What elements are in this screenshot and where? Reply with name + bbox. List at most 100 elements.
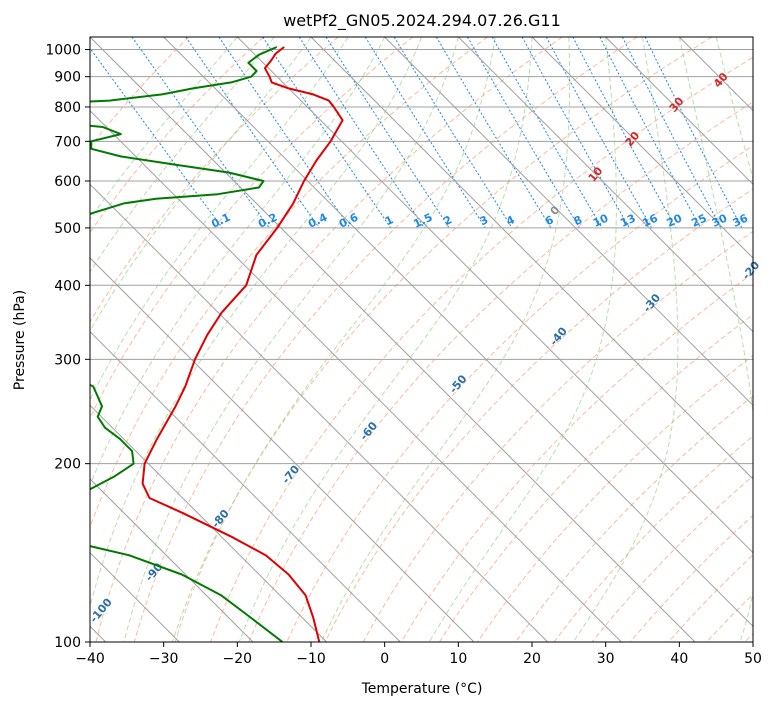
isotherm (90, 404, 328, 642)
mixing-ratio-line (218, 37, 351, 229)
y-tick-label: 500 (54, 221, 81, 237)
dry-adiabat (324, 188, 753, 642)
moist-adiabat (90, 37, 386, 487)
dry-adiabat (400, 272, 753, 642)
moist-adiabat (90, 37, 312, 332)
x-tick-label: −10 (296, 651, 326, 667)
mixing-ratio-line (298, 37, 425, 229)
mixing-ratio-line (621, 37, 722, 229)
isotherm (457, 37, 753, 333)
dry-adiabat-label: -70 (279, 463, 302, 487)
isotherm (384, 37, 753, 407)
moist-adiabat (572, 37, 679, 642)
dry-adiabat (438, 313, 753, 642)
y-tick-label: 400 (54, 278, 81, 294)
mixing-ratio-label: 10 (591, 211, 611, 229)
dry-adiabat (210, 56, 753, 642)
moist-adiabat-label: 20 (623, 129, 643, 149)
y-tick-label: 200 (54, 457, 81, 473)
y-tick-label: 600 (54, 174, 81, 190)
dry-adiabat (668, 554, 753, 642)
dry-adiabat (744, 632, 753, 642)
x-tick-label: −30 (149, 651, 179, 667)
dry-adiabat-label: -40 (547, 324, 570, 348)
isotherm (90, 257, 475, 642)
mixing-ratio-label: 16 (640, 211, 660, 229)
mixing-ratio-line (185, 37, 320, 229)
background-lines (90, 37, 753, 642)
axis-ticks: −40 −30 −20 −10 0 10 20 30 40 50 100 200 300 400 500 60… (45, 43, 762, 667)
x-tick-label: 0 (380, 651, 389, 667)
x-tick-label: 40 (670, 651, 688, 667)
isotherm (678, 37, 753, 112)
dry-adiabat (133, 37, 638, 642)
line-annotations: 0.1 0.2 0.4 0.6 1 1.5 2 3 4 6 8 10 13 16 20 25 30 36-100-… (87, 70, 763, 625)
y-axis-label: Pressure (hPa) (12, 290, 28, 390)
isotherm (752, 37, 753, 38)
y-tick-label: 900 (54, 70, 81, 86)
mixing-ratio-label: 4 (504, 213, 517, 228)
mixing-ratio-line (90, 47, 223, 229)
y-tick-label: 1000 (45, 43, 81, 59)
mixing-ratio-line (599, 37, 701, 229)
moist-adiabat (238, 37, 533, 642)
isotherm (90, 330, 401, 642)
dry-adiabat (706, 593, 753, 642)
isotherm (531, 37, 753, 259)
moist-adiabat (715, 37, 753, 182)
x-axis-label: Temperature (°C) (361, 681, 483, 697)
mixing-ratio-line (393, 37, 513, 229)
temperature-profile-line (141, 46, 344, 642)
isotherm (90, 109, 622, 642)
mixing-ratio-line (545, 37, 653, 229)
mixing-ratio-line (325, 37, 450, 229)
dry-adiabat-label: -20 (740, 258, 763, 282)
chart-title: wetPf2_GN05.2024.294.07.26.G11 (283, 11, 561, 31)
moist-adiabat (174, 37, 496, 642)
isotherm (310, 37, 753, 480)
mixing-ratio-label: 20 (665, 211, 685, 229)
x-tick-label: −40 (75, 651, 105, 667)
y-tick-label: 300 (54, 352, 81, 368)
x-tick-label: 50 (744, 651, 762, 667)
dry-adiabat-label: -30 (640, 291, 663, 315)
x-tick-label: 10 (449, 651, 467, 667)
dewpoint-profile-line (90, 46, 284, 642)
dry-adiabat-label: -50 (447, 372, 470, 396)
x-tick-label: 30 (597, 651, 615, 667)
y-tick-label: 800 (54, 100, 81, 116)
isotherm (163, 37, 753, 628)
isotherm (90, 183, 549, 642)
y-tick-label: 700 (54, 134, 81, 150)
moist-adiabat (90, 37, 275, 273)
moist-adiabat (90, 37, 422, 609)
isotherm (90, 478, 254, 642)
moist-adiabat (678, 37, 753, 642)
isobars-isotherms (90, 37, 753, 642)
mixing-ratio-label: 2 (442, 213, 454, 228)
dry-adiabat (171, 37, 712, 642)
mixing-ratio-label: 1 (383, 213, 395, 228)
dry-adiabat (248, 101, 753, 642)
dry-adiabat (90, 37, 488, 529)
isotherm (236, 37, 753, 554)
mixing-ratio-line (572, 37, 677, 229)
mixing-ratio-label: 3 (478, 213, 490, 228)
mixing-ratio-label: 13 (618, 212, 637, 230)
profile-lines (90, 46, 344, 642)
x-tick-label: −20 (223, 651, 253, 667)
x-tick-label: 20 (523, 651, 541, 667)
moist-adiabat (320, 37, 571, 642)
dry-adiabat (90, 37, 339, 323)
dry-adiabat (515, 395, 753, 642)
moist-adiabat (428, 37, 617, 642)
mixing-ratio-line (262, 37, 392, 229)
mixing-ratio-line (521, 37, 630, 229)
dry-adiabat (90, 37, 190, 148)
isotherm (605, 37, 753, 186)
y-tick-label: 100 (54, 635, 81, 651)
mixing-ratio-line (644, 37, 743, 229)
moist-adiabat (90, 37, 238, 220)
plot-frame (89, 36, 754, 643)
